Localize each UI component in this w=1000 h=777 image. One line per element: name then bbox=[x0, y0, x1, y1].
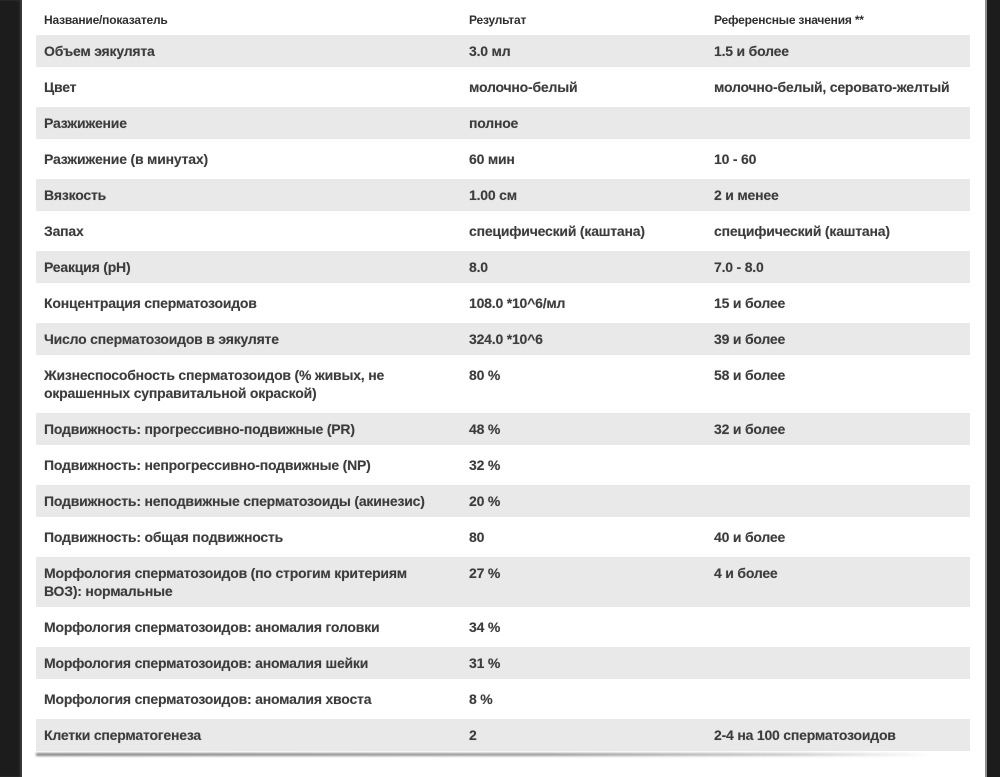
result-value-cell: 1.00 см bbox=[469, 187, 517, 203]
indicator-name-cell: Подвижность: прогрессивно-подвижные (PR) bbox=[44, 421, 355, 437]
indicator-name-cell: Запах bbox=[44, 223, 84, 239]
result-value-cell: 108.0 *10^6/мл bbox=[469, 295, 566, 311]
table-row: Подвижность: неподвижные сперматозоиды (… bbox=[36, 483, 970, 519]
result-value-cell: 8 % bbox=[469, 691, 493, 707]
indicator-name-cell: Число сперматозоидов в эякуляте bbox=[44, 331, 279, 347]
table-row: Реакция (pH) 8.0 7.0 - 8.0 bbox=[36, 249, 970, 285]
reference-range-cell bbox=[706, 447, 970, 465]
indicator-name-cell: Подвижность: неподвижные сперматозоиды (… bbox=[44, 493, 425, 509]
reference-range-cell: 2 и менее bbox=[714, 187, 779, 203]
table-row: Подвижность: непрогрессивно-подвижные (N… bbox=[36, 447, 970, 483]
reference-range-cell bbox=[706, 483, 970, 501]
reference-range-cell: 15 и более bbox=[714, 295, 786, 311]
reference-range-cell: 4 и более bbox=[714, 565, 778, 581]
reference-range-cell: 7.0 - 8.0 bbox=[714, 259, 764, 275]
result-value-cell: 324.0 *10^6 bbox=[469, 331, 543, 347]
result-value-cell: 3.0 мл bbox=[469, 43, 511, 59]
indicator-name-cell: Концентрация сперматозоидов bbox=[44, 295, 257, 311]
table-row: Концентрация сперматозоидов 108.0 *10^6/… bbox=[36, 285, 970, 321]
result-value-cell: 32 % bbox=[469, 457, 501, 473]
indicator-name-cell: Вязкость bbox=[44, 187, 107, 203]
indicator-name-cell: Цвет bbox=[44, 79, 77, 95]
indicator-name-cell: Подвижность: непрогрессивно-подвижные (N… bbox=[44, 457, 371, 473]
reference-range-cell bbox=[706, 105, 970, 123]
indicator-name-cell: Разжижение (в минутах) bbox=[44, 151, 208, 167]
left-frame-bar bbox=[0, 0, 22, 777]
table-header-row: Название/показатель Результат Референсны… bbox=[36, 0, 970, 33]
reference-range-cell: 32 и более bbox=[714, 421, 786, 437]
indicator-name-cell: Разжижение bbox=[44, 115, 127, 131]
table-row: Морфология сперматозоидов: аномалия хвос… bbox=[36, 681, 970, 717]
indicator-name-cell: Морфология сперматозоидов: аномалия голо… bbox=[44, 619, 380, 635]
result-value-cell: 20 % bbox=[469, 493, 501, 509]
reference-range-cell: молочно-белый, серовато-желтый bbox=[714, 79, 950, 95]
column-header-result: Результат bbox=[469, 13, 527, 27]
result-value-cell: полное bbox=[469, 115, 519, 131]
table-row: Морфология сперматозоидов: аномалия шейк… bbox=[36, 645, 970, 681]
indicator-name-cell: Клетки сперматогенеза bbox=[44, 727, 202, 743]
spermogram-results-table: Название/показатель Результат Референсны… bbox=[36, 0, 970, 756]
reference-range-cell: 39 и более bbox=[714, 331, 786, 347]
result-value-cell: молочно-белый bbox=[469, 79, 578, 95]
reference-range-cell: 2-4 на 100 сперматозоидов bbox=[714, 727, 896, 743]
result-value-cell: 8.0 bbox=[469, 259, 488, 275]
reference-range-cell bbox=[706, 645, 970, 663]
reference-range-cell: 40 и более bbox=[714, 529, 786, 545]
result-value-cell: 31 % bbox=[469, 655, 501, 671]
result-value-cell: 2 bbox=[469, 727, 477, 743]
reference-range-cell: 10 - 60 bbox=[714, 151, 757, 167]
result-value-cell: 34 % bbox=[469, 619, 501, 635]
reference-range-cell bbox=[706, 681, 970, 699]
reference-range-cell: 58 и более bbox=[714, 367, 786, 383]
table-row: Подвижность: прогрессивно-подвижные (PR)… bbox=[36, 411, 970, 447]
result-value-cell: 27 % bbox=[469, 565, 501, 581]
table-row: Вязкость 1.00 см 2 и менее bbox=[36, 177, 970, 213]
result-value-cell: специфический (каштана) bbox=[469, 223, 645, 239]
table-row: Запах специфический (каштана) специфичес… bbox=[36, 213, 970, 249]
indicator-name-cell: Подвижность: общая подвижность bbox=[44, 529, 284, 545]
table-row: Разжижение (в минутах) 60 мин 10 - 60 bbox=[36, 141, 970, 177]
indicator-name-cell: Морфология сперматозоидов: аномалия шейк… bbox=[44, 655, 369, 671]
result-value-cell: 80 % bbox=[469, 367, 501, 383]
table-row: Морфология сперматозоидов (по строгим кр… bbox=[36, 555, 970, 609]
table-row: Подвижность: общая подвижность 80 40 и б… bbox=[36, 519, 970, 555]
right-frame-bar bbox=[985, 0, 1000, 777]
table-row: Число сперматозоидов в эякуляте 324.0 *1… bbox=[36, 321, 970, 357]
indicator-name-cell: Объем эякулята bbox=[44, 43, 155, 59]
table-row: Объем эякулята 3.0 мл 1.5 и более bbox=[36, 33, 970, 69]
table-row: Цвет молочно-белый молочно-белый, серова… bbox=[36, 69, 970, 105]
indicator-name-cell: Жизнеспособность сперматозоидов (% живых… bbox=[44, 367, 385, 401]
table-row: Морфология сперматозоидов: аномалия голо… bbox=[36, 609, 970, 645]
table-row: Жизнеспособность сперматозоидов (% живых… bbox=[36, 357, 970, 411]
column-header-reference: Референсные значения ** bbox=[714, 13, 864, 27]
table-body: Объем эякулята 3.0 мл 1.5 и более Цвет м… bbox=[36, 33, 970, 756]
result-value-cell: 60 мин bbox=[469, 151, 515, 167]
result-value-cell: 48 % bbox=[469, 421, 501, 437]
table-row: Разжижение полное bbox=[36, 105, 970, 141]
reference-range-cell: специфический (каштана) bbox=[714, 223, 890, 239]
reference-range-cell bbox=[706, 609, 970, 627]
reference-range-cell: 1.5 и более bbox=[714, 43, 789, 59]
result-value-cell: 80 bbox=[469, 529, 485, 545]
indicator-name-cell: Морфология сперматозоидов (по строгим кр… bbox=[44, 565, 407, 599]
column-header-name: Название/показатель bbox=[44, 13, 168, 27]
table-row: Клетки сперматогенеза 2 2-4 на 100 сперм… bbox=[36, 717, 970, 753]
indicator-name-cell: Реакция (pH) bbox=[44, 259, 131, 275]
indicator-name-cell: Морфология сперматозоидов: аномалия хвос… bbox=[44, 691, 372, 707]
